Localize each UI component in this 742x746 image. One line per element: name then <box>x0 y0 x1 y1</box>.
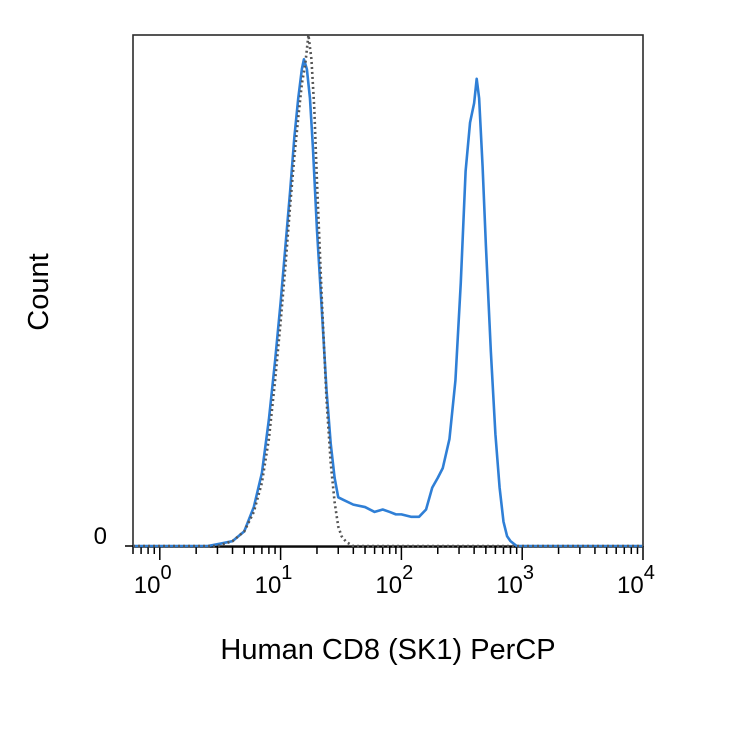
x-tick-label: 102 <box>375 562 413 599</box>
x-axis-title: Human CD8 (SK1) PerCP <box>220 634 555 666</box>
x-axis-ticks <box>125 545 644 560</box>
tick-labels: 0 100 101 102 103 104 <box>94 523 655 599</box>
x-tick-label: 104 <box>617 562 655 599</box>
x-tick-label: 103 <box>496 562 534 599</box>
stained-sample-curve <box>133 58 643 548</box>
x-tick-label: 101 <box>255 562 293 599</box>
y-axis-title: Count <box>23 253 55 330</box>
series-layer <box>133 33 643 548</box>
plot-area <box>132 34 644 547</box>
y-tick-label: 0 <box>94 523 107 550</box>
x-tick-label: 100 <box>134 562 172 599</box>
